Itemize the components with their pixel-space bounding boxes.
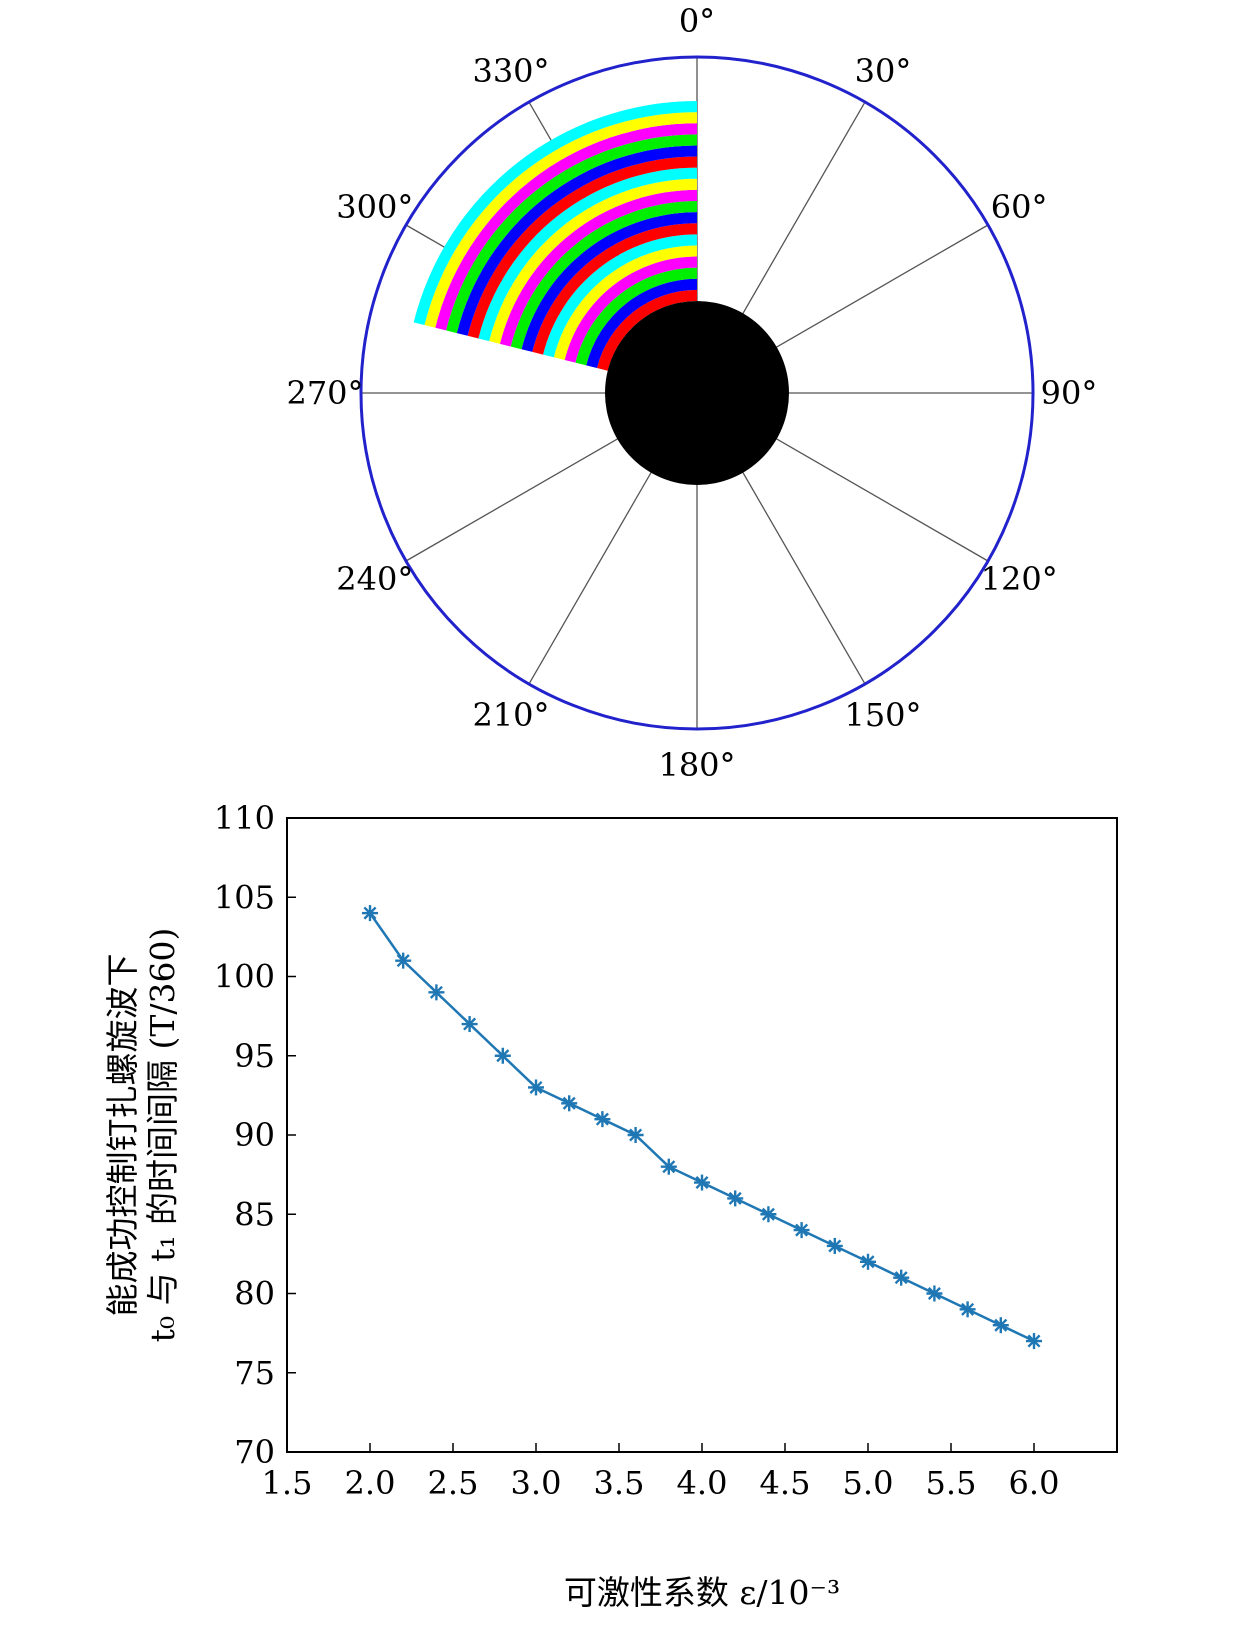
data-point: [494, 1047, 511, 1064]
x-tick-label: 6.0: [1009, 1464, 1060, 1502]
y-axis-label-line1: 能成功控制钉扎螺旋波下: [103, 954, 142, 1317]
polar-core: [605, 301, 789, 485]
x-axis-label: 可激性系数 ε/10⁻³: [564, 1573, 840, 1612]
y-tick-label: 90: [234, 1116, 275, 1154]
polar-chart: 0° 30° 60° 90° 120° 150° 180° 210° 240° 270° 300° 3…: [286, 2, 1097, 784]
polar-angle-label-210: 210°: [472, 696, 549, 734]
y-axis-label-line2: t₀ 与 t₁ 的时间间隔 (T/360): [143, 928, 182, 1343]
y-tick-label: 105: [214, 878, 275, 916]
y-tick-label: 75: [234, 1354, 275, 1392]
x-tick-label: 4.0: [677, 1464, 728, 1502]
y-tick-label: 100: [214, 958, 275, 996]
x-axis-ticks: 1.5 2.0 2.5 3.0 3.5 4.0 4.5 5.0 5.5 6.0: [262, 1443, 1060, 1502]
polar-band-16: [435, 123, 697, 331]
y-tick-label: 80: [234, 1275, 275, 1313]
polar-angle-label-270: 270°: [286, 374, 363, 412]
data-point: [992, 1317, 1009, 1334]
data-point: [428, 984, 445, 1001]
polar-bands: [413, 101, 697, 371]
polar-band-18: [413, 101, 697, 326]
plot-frame: [286, 817, 1118, 1453]
y-tick-label: 110: [214, 799, 275, 837]
polar-band-13: [467, 156, 697, 339]
data-point: [793, 1222, 810, 1239]
data-point: [594, 1111, 611, 1128]
y-tick-label: 95: [234, 1037, 275, 1075]
x-tick-label: 4.5: [760, 1464, 811, 1502]
polar-angle-label-300: 300°: [336, 188, 413, 226]
polar-band-14: [456, 145, 697, 336]
polar-band-2: [586, 278, 697, 369]
polar-band-12: [478, 167, 697, 342]
series-markers: [362, 905, 1042, 1350]
polar-angle-label-0: 0°: [679, 2, 715, 40]
x-tick-label: 2.5: [428, 1464, 479, 1502]
polar-band-6: [543, 234, 697, 358]
x-tick-label: 3.0: [511, 1464, 562, 1502]
data-point: [760, 1206, 777, 1223]
polar-angle-label-240: 240°: [336, 560, 413, 598]
polar-band-17: [424, 112, 697, 328]
data-point: [561, 1095, 578, 1112]
polar-angle-label-330: 330°: [472, 52, 549, 90]
x-tick-label: 2.0: [345, 1464, 396, 1502]
polar-band-8: [521, 212, 697, 352]
data-point: [727, 1190, 744, 1207]
data-point: [694, 1174, 710, 1191]
data-point: [461, 1016, 478, 1033]
x-tick-label: 3.5: [594, 1464, 645, 1502]
data-point: [627, 1127, 644, 1143]
y-tick-label: 85: [234, 1195, 275, 1233]
polar-angle-label-60: 60°: [991, 188, 1048, 226]
data-point: [528, 1079, 544, 1096]
polar-band-11: [489, 178, 697, 344]
polar-band-9: [510, 201, 697, 350]
data-point: [1026, 1333, 1042, 1350]
polar-outer-ring: [359, 55, 1035, 731]
polar-band-15: [446, 134, 697, 334]
data-point: [395, 952, 412, 969]
polar-band-4: [564, 256, 697, 363]
polar-band-5: [553, 245, 697, 360]
data-point: [860, 1253, 876, 1270]
y-axis-ticks: 70 75 80 85 90 95 100 105 110: [214, 799, 296, 1471]
data-point: [893, 1269, 910, 1286]
polar-band-3: [575, 267, 697, 366]
y-tick-label: 70: [234, 1433, 275, 1471]
x-tick-label: 5.5: [926, 1464, 977, 1502]
polar-angle-label-180: 180°: [658, 746, 735, 784]
polar-angle-label-150: 150°: [844, 696, 921, 734]
polar-angle-label-30: 30°: [855, 52, 912, 90]
x-tick-label: 5.0: [843, 1464, 894, 1502]
polar-angle-label-90: 90°: [1041, 374, 1098, 412]
polar-band-7: [532, 223, 697, 355]
x-tick-label: 1.5: [262, 1464, 313, 1502]
polar-band-10: [499, 189, 697, 347]
polar-angle-labels: 0° 30° 60° 90° 120° 150° 180° 210° 240° 270° 300° 3…: [286, 2, 1097, 784]
data-point: [826, 1237, 843, 1254]
data-point: [926, 1285, 943, 1302]
data-point: [959, 1301, 976, 1318]
data-point: [362, 905, 378, 922]
data-point: [660, 1158, 677, 1175]
polar-angle-label-120: 120°: [981, 560, 1058, 598]
polar-band-1: [596, 289, 697, 371]
line-chart: 1.5 2.0 2.5 3.0 3.5 4.0 4.5 5.0 5.5 6.0 70 75 80 85 9…: [103, 799, 1118, 1612]
series-line: [368, 912, 1035, 1343]
